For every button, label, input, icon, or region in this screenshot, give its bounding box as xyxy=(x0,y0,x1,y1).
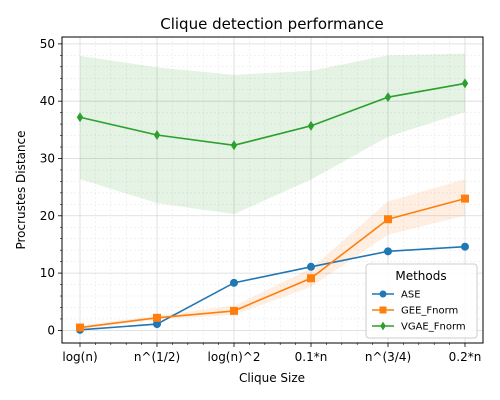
legend-vgae-fnorm-marker xyxy=(380,321,386,331)
x-tick-label: n^(1/2) xyxy=(134,350,180,364)
gee-fnorm-marker xyxy=(307,274,315,283)
vgae-fnorm-marker xyxy=(307,120,315,131)
ase-marker xyxy=(307,262,315,271)
vgae-fnorm-band xyxy=(80,53,465,215)
axes: log(n) n^(1/2) log(n)^2 0.1*n n^(3/4) 0.2*n 0 1… xyxy=(40,37,482,364)
plot-frame xyxy=(61,36,484,344)
vgae-fnorm-marker xyxy=(153,129,161,140)
ase-marker xyxy=(153,320,161,329)
confidence-bands xyxy=(80,53,465,330)
x-tick-label: 0.2*n xyxy=(449,350,482,364)
vgae-fnorm-marker xyxy=(230,140,238,151)
x-tick-label: n^(3/4) xyxy=(365,350,411,364)
gee-fnorm-marker xyxy=(76,323,84,332)
x-tick-label: 0.1*n xyxy=(295,350,328,364)
vgae-fnorm-line xyxy=(79,82,466,147)
ase-line xyxy=(79,245,466,331)
y-tick-label: 20 xyxy=(40,209,55,223)
x-tick-label: log(n) xyxy=(62,350,97,364)
vgae-fnorm-marker xyxy=(76,112,84,123)
y-tick-label: 10 xyxy=(40,266,55,280)
legend: Methods ASE GEE_Fnorm VGAE_Fnorm xyxy=(365,263,478,339)
gee-fnorm-band xyxy=(80,179,465,330)
legend-label-ase: ASE xyxy=(401,290,421,301)
gee-fnorm-marker xyxy=(384,215,392,224)
legend-label-vgae-fnorm: VGAE_Fnorm xyxy=(401,322,466,333)
gee-fnorm-marker xyxy=(153,313,161,322)
ase-marker xyxy=(230,278,238,287)
y-tick-label: 0 xyxy=(47,323,55,337)
legend-label-gee-fnorm: GEE_Fnorm xyxy=(401,306,458,317)
series-lines xyxy=(79,82,466,331)
vgae-fnorm-marker xyxy=(384,92,392,103)
gee-fnorm-marker xyxy=(461,194,469,203)
legend-title: Methods xyxy=(395,269,446,283)
series-markers xyxy=(76,78,469,334)
gee-fnorm-line xyxy=(79,197,466,329)
x-tick-label: log(n)^2 xyxy=(208,350,261,364)
y-tick-label: 50 xyxy=(40,37,55,51)
y-axis-title: Procrustes Distance xyxy=(14,130,28,249)
legend-gee-fnorm-marker xyxy=(379,306,387,314)
x-axis-title: Clique Size xyxy=(239,371,305,385)
legend-ase-marker xyxy=(379,290,387,298)
legend-box xyxy=(365,263,478,339)
ase-marker xyxy=(384,247,392,256)
chart-title: Clique detection performance xyxy=(160,15,384,33)
ase-marker xyxy=(461,242,469,251)
gee-fnorm-marker xyxy=(230,306,238,315)
vgae-fnorm-marker xyxy=(461,78,469,89)
y-tick-label: 30 xyxy=(40,151,55,165)
y-tick-label: 40 xyxy=(40,94,55,108)
